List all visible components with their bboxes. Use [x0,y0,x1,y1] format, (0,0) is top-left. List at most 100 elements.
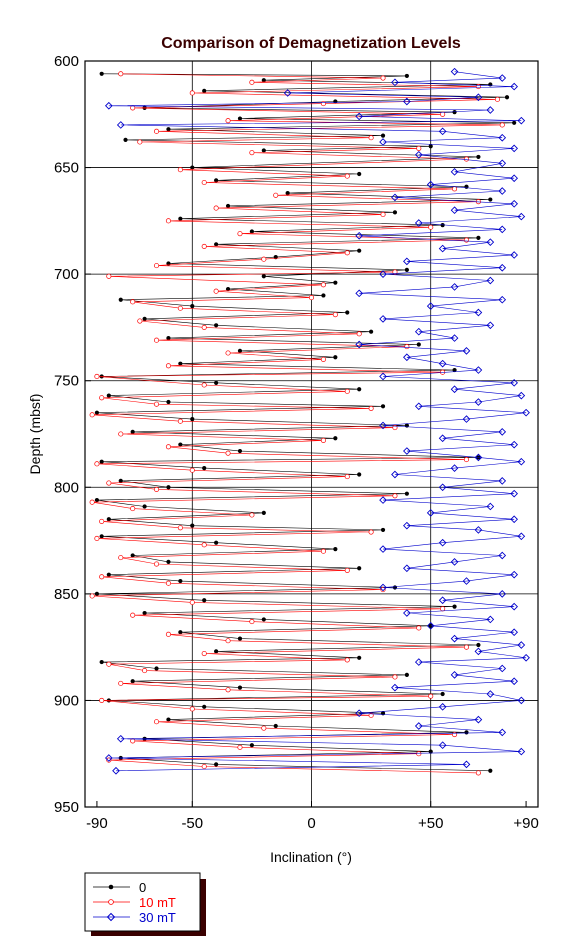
series-line [96,73,515,772]
data-point [403,447,411,455]
data-point [178,361,183,366]
data-point [214,323,219,328]
data-point [438,244,447,253]
data-point [153,337,160,343]
data-point [379,583,387,592]
data-point [486,321,495,330]
data-point [165,363,171,369]
data-point [237,348,243,353]
data-point [249,619,255,625]
data-point [261,148,266,153]
data-point [344,250,350,256]
data-point [166,399,171,405]
data-point [214,242,219,247]
data-point [214,649,219,654]
data-point [333,355,338,360]
data-point [368,405,374,411]
data-point [165,218,171,224]
data-point [510,515,518,524]
series-1 [89,71,505,776]
data-point [357,472,362,477]
data-point [320,101,326,107]
data-point [201,763,207,770]
x-tick-label: -50 [181,815,203,832]
data-point [517,532,526,541]
data-point [488,197,493,202]
data-point [499,122,505,128]
data-point [464,730,469,735]
data-point [332,312,338,318]
data-point [355,340,364,349]
data-point [99,71,104,76]
data-point [344,657,350,663]
data-point [213,288,219,294]
x-tick-label: +50 [418,815,443,832]
data-point [99,574,105,580]
data-point [99,659,104,665]
data-point [517,747,526,756]
data-point [452,367,457,373]
data-point [189,467,195,473]
data-point [510,174,518,183]
data-point [494,96,501,102]
data-point [106,517,111,522]
data-point [379,496,387,504]
data-point [106,572,111,577]
data-point [166,335,171,341]
data-point [474,93,483,102]
data-point [428,144,433,149]
data-point [368,135,374,141]
data-point [202,88,207,93]
data-point [202,466,207,471]
data-point [106,393,111,398]
data-point [498,664,507,673]
data-point [344,474,350,480]
data-point [380,404,386,409]
data-point [474,366,483,374]
series-2 [105,67,530,775]
data-point [498,728,507,737]
data-point [392,493,398,499]
data-point [106,273,112,279]
data-point [214,178,219,183]
data-point [118,555,124,561]
y-tick-label: 750 [54,373,79,390]
data-point [357,655,362,660]
data-point [344,388,350,394]
data-point [344,567,350,573]
data-point [137,139,143,145]
data-point [438,483,447,492]
data-point [438,127,447,136]
data-point [392,425,398,431]
x-axis-ticks: -90 -50 0 +50 +90 [86,801,539,832]
data-point [440,111,446,117]
data-point [320,548,326,554]
data-point [142,316,147,322]
data-point [333,436,338,441]
data-point [512,120,517,125]
data-point [379,315,387,323]
data-point [392,585,398,590]
data-point [510,199,518,208]
series-line [92,73,503,774]
data-point [112,766,120,775]
data-point [380,133,386,138]
data-point [166,485,171,490]
data-point [118,71,124,77]
data-point [438,359,447,368]
data-point [404,344,410,350]
data-point [474,715,483,724]
data-point [488,768,493,773]
data-point [476,154,481,160]
data-point [333,546,338,552]
chart-title: Comparison of Demagnetization Levels [161,35,461,52]
data-point [177,418,183,424]
data-point [333,280,338,285]
data-point [237,116,243,121]
data-point [517,457,526,466]
data-point [452,110,457,115]
data-point [355,709,364,718]
data-point [225,203,231,209]
data-point [357,387,362,392]
